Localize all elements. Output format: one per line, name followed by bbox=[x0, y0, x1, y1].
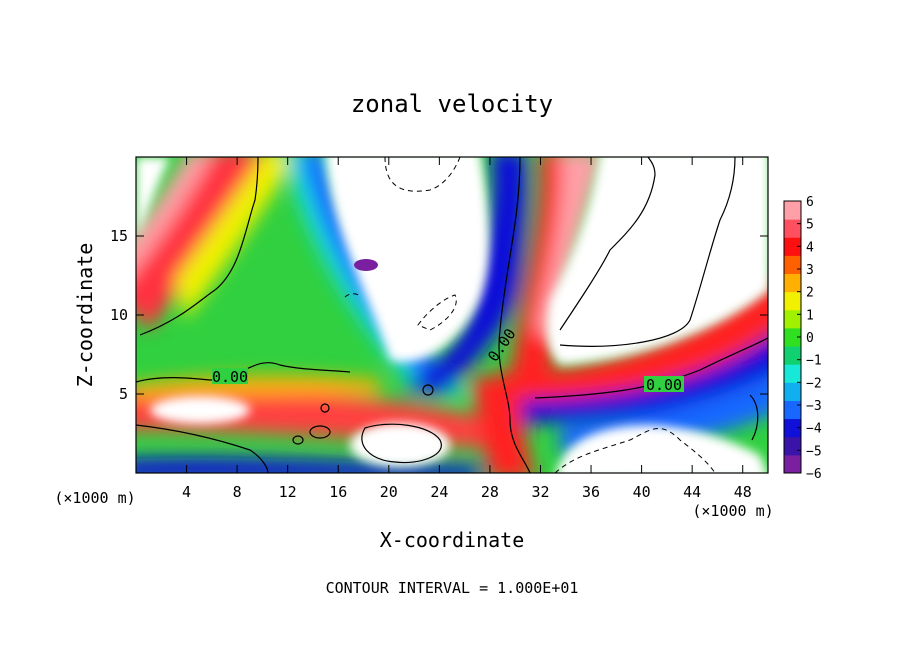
x-tick-label: 32 bbox=[531, 483, 549, 501]
field-blue-band-right bbox=[400, 157, 528, 395]
colorbar-tick-label: 5 bbox=[806, 218, 814, 233]
y-tick-label: 15 bbox=[110, 227, 128, 245]
colorbar-tick-label: −2 bbox=[806, 376, 822, 391]
y-tick-label: 10 bbox=[110, 306, 128, 324]
white-region-bottom-center bbox=[350, 423, 450, 467]
white-region-upper-right bbox=[547, 157, 768, 365]
colorbar-tick-label: −6 bbox=[806, 467, 822, 482]
x-tick-label: 24 bbox=[430, 483, 448, 501]
dashed-contour-top bbox=[384, 157, 461, 192]
white-region-upper-left bbox=[136, 157, 170, 240]
x-unit-right: (×1000 m) bbox=[692, 502, 773, 520]
plot-area: 0.00 0.00 0.00 bbox=[136, 157, 768, 473]
contour-label-1: 0.00 bbox=[212, 368, 248, 386]
contour-zero-vertical bbox=[498, 157, 531, 473]
contour-label-bg-1 bbox=[212, 368, 248, 384]
contour-loop-e bbox=[361, 423, 442, 464]
white-region-bottom-right bbox=[556, 425, 768, 473]
contour-lines bbox=[136, 157, 768, 473]
contour-zero-right bbox=[534, 337, 768, 399]
field-yellow-band-left bbox=[175, 157, 296, 320]
field-warm-band-left bbox=[136, 157, 262, 330]
contour-line-right-edge bbox=[749, 394, 759, 441]
saturated-regions bbox=[136, 157, 768, 473]
x-tick-label: 16 bbox=[329, 483, 347, 501]
contour-interval-note: CONTOUR INTERVAL = 1.000E+01 bbox=[326, 579, 579, 597]
field-red-band-lower bbox=[490, 280, 768, 405]
contour-loop-b bbox=[309, 425, 331, 439]
colorbar-tick-label: 2 bbox=[806, 286, 814, 301]
colorbar-swatch bbox=[784, 327, 801, 347]
colorbar-tick-label: −4 bbox=[806, 422, 822, 437]
contour-loop-c bbox=[422, 384, 434, 396]
x-tick-label: 8 bbox=[233, 483, 242, 501]
y-axis: 5 10 15 bbox=[110, 227, 768, 403]
colorbar-swatch bbox=[784, 237, 801, 256]
contour-loop-a bbox=[292, 435, 304, 445]
x-tick-label: 44 bbox=[683, 483, 701, 501]
contour-zero-left bbox=[139, 157, 259, 336]
colorbar-tick-label: 6 bbox=[806, 195, 814, 210]
contour-zero-bottom-left bbox=[136, 424, 269, 473]
colorbar-swatch bbox=[784, 291, 801, 311]
field-pink-band-right bbox=[535, 157, 604, 340]
colorbar-swatch bbox=[784, 219, 801, 238]
purple-spot bbox=[354, 259, 378, 271]
x-unit-left: (×1000 m) bbox=[54, 489, 135, 507]
x-tick-label: 40 bbox=[633, 483, 651, 501]
colorbar-swatch bbox=[784, 201, 801, 220]
colorbar-tick-label: 4 bbox=[806, 240, 814, 255]
x-axis-label: X-coordinate bbox=[380, 528, 525, 552]
contour-line-upper-right bbox=[559, 157, 656, 331]
x-tick-label: 20 bbox=[380, 483, 398, 501]
colorbar-swatch bbox=[784, 436, 801, 456]
colorbar-swatch bbox=[784, 382, 801, 401]
dashed-contour-small bbox=[344, 293, 361, 299]
colorbar-tick-label: −3 bbox=[806, 399, 822, 414]
colorbar-swatch bbox=[784, 273, 801, 293]
x-tick-label: 48 bbox=[734, 483, 752, 501]
y-axis-label: Z-coordinate bbox=[73, 243, 97, 388]
colorbar-tick-label: 3 bbox=[806, 263, 814, 278]
contour-label-2: 0.00 bbox=[646, 376, 682, 394]
colorbar-swatch bbox=[784, 418, 801, 438]
contour-line-upper-right-2 bbox=[559, 157, 736, 347]
field-pink-band-left bbox=[136, 157, 212, 270]
x-tick-label: 4 bbox=[182, 483, 191, 501]
x-tick-label: 12 bbox=[279, 483, 297, 501]
contour-loop-d bbox=[320, 403, 330, 413]
field-blue-band-bottom bbox=[136, 457, 480, 473]
colorbar-swatch bbox=[784, 400, 801, 420]
x-tick-label: 36 bbox=[582, 483, 600, 501]
dashed-contour-bottom-right bbox=[554, 427, 716, 473]
colorbar-swatch bbox=[784, 255, 801, 275]
x-tick-label: 28 bbox=[481, 483, 499, 501]
field-red-column bbox=[470, 370, 534, 473]
y-tick-label: 5 bbox=[119, 385, 128, 403]
contour-label-bg-2 bbox=[644, 376, 684, 392]
colorbar-tick-label: −5 bbox=[806, 444, 822, 459]
colorbar-swatch bbox=[784, 346, 801, 365]
colorbar-swatch bbox=[784, 454, 801, 474]
negative-contours bbox=[344, 157, 716, 473]
colorbar-swatch bbox=[784, 364, 801, 383]
colorbar: 6 5 4 3 2 1 0 −1 −2 −3 −4 −5 −6 bbox=[783, 195, 822, 482]
white-region-left-blob bbox=[150, 396, 250, 424]
x-axis: 4 8 12 16 20 24 28 32 36 40 44 48 bbox=[182, 157, 752, 501]
colorbar-tick-label: 0 bbox=[806, 331, 814, 346]
chart-title: zonal velocity bbox=[351, 90, 553, 118]
colorbar-tick-label: −1 bbox=[806, 354, 822, 369]
white-region-upper-center bbox=[325, 157, 490, 363]
dashed-contour-oval bbox=[417, 294, 457, 331]
field-orange-band-bottom bbox=[136, 375, 380, 400]
colorbar-swatch bbox=[784, 309, 801, 329]
colorbar-tick-label: 1 bbox=[806, 308, 814, 323]
